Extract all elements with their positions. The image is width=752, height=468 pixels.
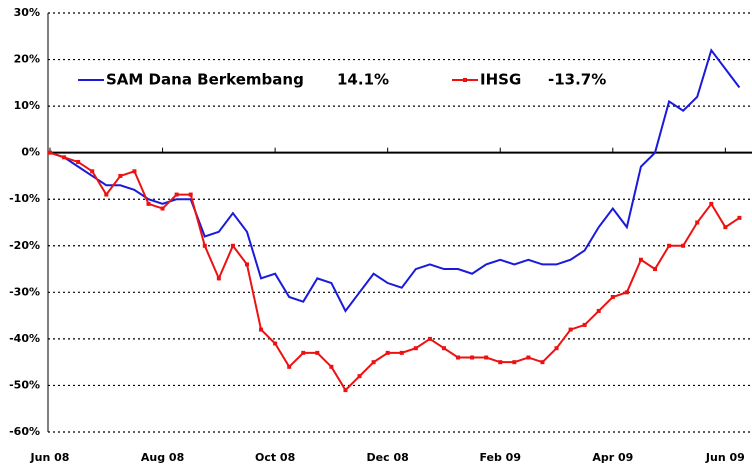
legend-label: IHSG [480, 71, 521, 89]
series-line [49, 151, 740, 392]
point-marker [512, 360, 517, 365]
point-marker [371, 360, 376, 365]
point-marker [399, 350, 404, 355]
point-marker [498, 360, 503, 365]
point-marker [273, 341, 278, 346]
point-marker [695, 220, 700, 225]
point-marker [259, 327, 264, 332]
x-tick-label: Jun 08 [30, 451, 70, 464]
x-tick-label: Dec 08 [367, 451, 409, 464]
point-marker [146, 201, 151, 206]
point-marker [287, 364, 292, 369]
point-marker [540, 360, 545, 365]
point-marker [554, 346, 559, 351]
y-tick-label: 10% [14, 99, 40, 112]
point-marker [188, 192, 193, 197]
point-marker [48, 150, 52, 155]
y-tick-label: -20% [9, 239, 40, 252]
legend-value: 14.1% [337, 71, 389, 89]
point-marker [413, 346, 418, 351]
point-marker [76, 159, 81, 164]
x-tick-label: Apr 09 [592, 451, 633, 464]
y-tick-label: -40% [9, 332, 40, 345]
legend-value: -13.7% [548, 71, 606, 89]
point-marker [610, 294, 615, 299]
point-marker [653, 267, 658, 272]
point-marker [681, 243, 686, 248]
point-marker [160, 206, 165, 211]
point-marker [427, 336, 432, 341]
point-marker [385, 350, 390, 355]
point-marker [624, 290, 629, 295]
y-tick-label: -50% [9, 378, 40, 391]
legend-marker [463, 78, 467, 82]
point-marker [90, 169, 95, 174]
x-tick-label: Feb 09 [479, 451, 521, 464]
point-marker [104, 192, 109, 197]
point-marker [62, 155, 67, 160]
x-tick-label: Jun 09 [705, 451, 745, 464]
point-marker [357, 374, 362, 379]
y-tick-label: -60% [9, 425, 40, 438]
point-marker [568, 327, 573, 332]
point-marker [441, 346, 446, 351]
point-marker [526, 355, 531, 360]
y-tick-label: 20% [14, 53, 40, 66]
y-tick-label: 0% [21, 146, 40, 159]
y-tick-label: -30% [9, 285, 40, 298]
legend-label: SAM Dana Berkembang [106, 71, 304, 89]
point-marker [132, 169, 137, 174]
point-marker [484, 355, 489, 360]
x-tick-label: Aug 08 [141, 451, 184, 464]
point-marker [596, 308, 601, 313]
point-marker [118, 173, 123, 178]
point-marker [709, 201, 714, 206]
point-marker [216, 276, 221, 281]
point-marker [315, 350, 320, 355]
y-tick-label: -10% [9, 192, 40, 205]
point-marker [667, 243, 672, 248]
point-marker [329, 364, 334, 369]
series-line [49, 48, 741, 313]
point-marker [301, 350, 306, 355]
point-marker [456, 355, 461, 360]
point-marker [202, 243, 207, 248]
point-marker [470, 355, 475, 360]
point-marker [174, 192, 179, 197]
point-marker [343, 388, 348, 393]
point-marker [244, 262, 249, 267]
y-tick-label: 30% [14, 6, 40, 19]
x-tick-label: Oct 08 [255, 451, 295, 464]
point-marker [230, 243, 235, 248]
point-marker [582, 322, 587, 327]
point-marker [638, 257, 643, 262]
point-marker [723, 225, 728, 230]
point-marker [737, 215, 742, 220]
